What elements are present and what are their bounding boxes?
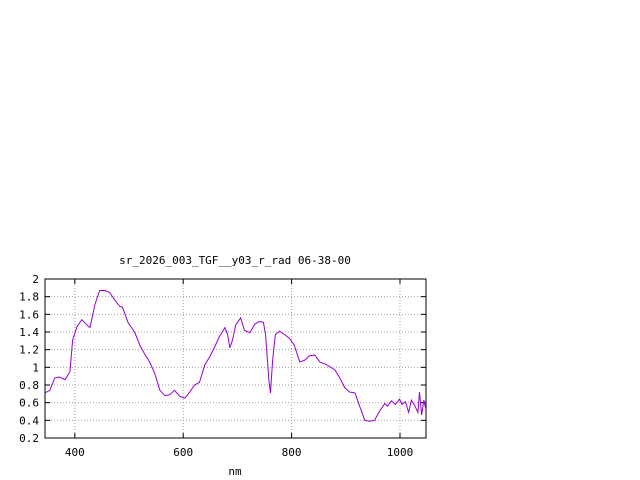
y-tick-label: 0.8 xyxy=(19,379,39,392)
y-tick-label: 0.4 xyxy=(19,414,39,427)
y-tick-label: 1 xyxy=(32,361,39,374)
x-tick-label: 600 xyxy=(173,446,193,459)
y-tick-label: 1.4 xyxy=(19,326,39,339)
y-tick-label: 1.6 xyxy=(19,308,39,321)
y-tick-label: 0.2 xyxy=(19,432,39,445)
y-tick-label: 1.8 xyxy=(19,291,39,304)
x-tick-label: 400 xyxy=(65,446,85,459)
y-tick-label: 2 xyxy=(32,273,39,286)
x-tick-label: 1000 xyxy=(387,446,414,459)
y-tick-label: 1.2 xyxy=(19,344,39,357)
x-tick-label: 800 xyxy=(282,446,302,459)
data-line xyxy=(44,289,427,422)
plot-frame xyxy=(44,278,427,439)
chart-title: sr_2026_003_TGF__y03_r_rad 06-38-00 xyxy=(119,254,351,267)
x-axis-label: nm xyxy=(228,465,242,478)
y-tick-label: 0.6 xyxy=(19,397,39,410)
